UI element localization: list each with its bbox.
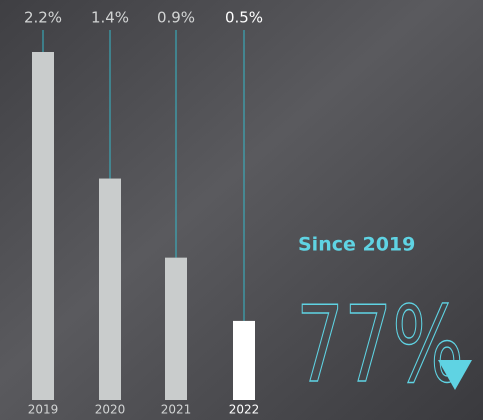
bar [32,52,54,400]
x-tick-label: 2019 [28,403,59,417]
x-tick-label: 2022 [229,403,260,417]
value-label: 0.9% [157,9,195,27]
value-label: 2.2% [24,9,62,27]
value-label: 1.4% [91,9,129,27]
x-tick-label: 2020 [95,403,126,417]
bar [99,178,121,400]
bar [233,320,255,400]
bar [165,257,187,400]
annotation: Since 2019 [298,234,415,256]
x-tick-label: 2021 [161,403,192,417]
down-arrow [438,360,472,390]
value-label: 0.5% [225,9,263,27]
big-percent: 77% [296,284,464,406]
